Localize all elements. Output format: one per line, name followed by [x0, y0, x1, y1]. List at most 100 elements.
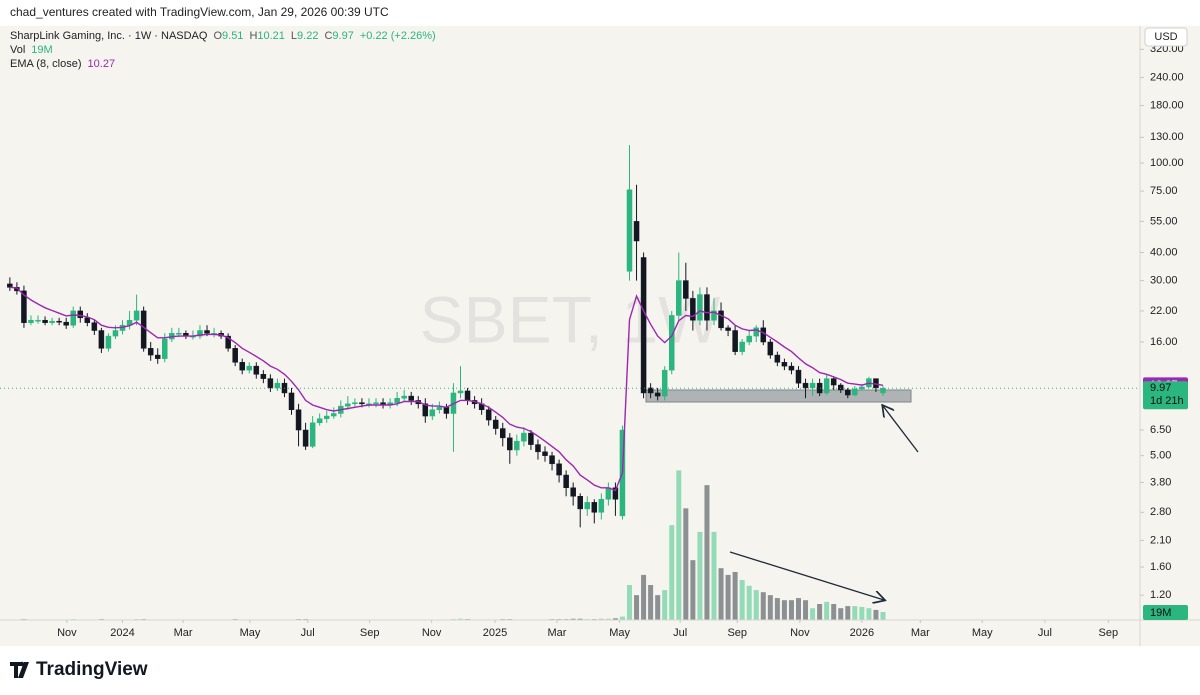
candle-body: [42, 319, 48, 323]
candle-body: [788, 365, 795, 371]
candle-body: [98, 330, 105, 349]
candle-body: [774, 354, 781, 363]
volume-bar: [718, 568, 724, 620]
volume-bar: [746, 585, 752, 620]
y-tick-label: 180.00: [1150, 99, 1184, 111]
candle-body: [323, 415, 330, 419]
legend-line: EMA (8, close) 10.27: [10, 58, 115, 70]
volume-bar: [852, 606, 858, 620]
support-zone: [645, 389, 912, 403]
candle-body: [528, 432, 534, 445]
x-tick-label: Jul: [1038, 627, 1052, 639]
annotation-arrow: [883, 406, 919, 453]
volume-bar: [648, 585, 654, 620]
candle-body: [492, 419, 499, 429]
candle-body: [70, 310, 76, 326]
x-tick-label: Nov: [790, 627, 810, 639]
candle-body: [591, 502, 598, 513]
volume-bar: [774, 598, 780, 620]
ohlc-letter: C: [324, 30, 332, 42]
candle-body: [521, 432, 527, 442]
currency[interactable]: USD: [1154, 31, 1177, 43]
volume-value: 19M: [31, 44, 52, 56]
logo-text: TradingView: [36, 659, 148, 680]
symbol: SharpLink Gaming, Inc. · 1W · NASDAQ: [10, 30, 208, 42]
volume-bar: [795, 598, 801, 620]
candle-body: [830, 378, 837, 386]
x-tick-label: May: [240, 627, 261, 639]
logo-dot: [19, 661, 25, 667]
candle-body: [626, 189, 633, 272]
volume-bar: [612, 618, 618, 620]
candle-body: [288, 392, 295, 410]
ohlc-value: 10.21: [257, 30, 285, 42]
y-tick-label: 2.10: [1150, 534, 1171, 546]
candle-body: [204, 330, 210, 334]
volume-bar: [641, 574, 647, 620]
volume-bar: [704, 485, 710, 620]
candle-body: [598, 499, 605, 513]
volume-bar: [880, 611, 886, 620]
ohlc-value: 9.22: [297, 30, 318, 42]
y-tick-label: 55.00: [1150, 215, 1178, 227]
candle-body: [542, 451, 548, 456]
ohlc-value: 9.97: [332, 30, 353, 42]
candle-body: [823, 378, 830, 394]
candle-body: [697, 294, 703, 321]
volume-bar: [577, 618, 583, 620]
candle-body: [77, 310, 84, 319]
y-tick-label: 1.20: [1150, 589, 1171, 601]
candle-body: [105, 335, 112, 349]
volume-bar: [662, 590, 668, 620]
candle-body: [563, 474, 569, 489]
candle-body: [633, 221, 640, 242]
candle-body: [309, 422, 316, 447]
volume-bar: [781, 600, 787, 620]
watermark: SBET, 1W: [420, 282, 721, 356]
candle-body: [718, 310, 724, 329]
legend-line: SharpLink Gaming, Inc. · 1W · NASDAQ O9.5…: [10, 30, 436, 42]
candle-body: [767, 341, 774, 356]
volume-bar: [810, 608, 816, 620]
candle-body: [154, 354, 161, 359]
x-tick-label: Sep: [727, 627, 747, 639]
candle-body: [676, 280, 682, 316]
candle-body: [162, 338, 168, 359]
candle-body: [394, 397, 400, 403]
candle-body: [457, 390, 464, 394]
candle-body: [605, 487, 612, 500]
candle-body: [267, 378, 274, 389]
x-tick-label: May: [972, 627, 993, 639]
footer-logo: TradingView: [10, 659, 148, 680]
x-tick-label: Mar: [174, 627, 193, 639]
candle-body: [225, 335, 231, 349]
candle-body: [837, 384, 844, 391]
ema-line: [9, 286, 884, 492]
candle-body: [176, 333, 182, 335]
volume-bar: [824, 601, 830, 620]
y-tick-label: 30.00: [1150, 275, 1178, 287]
currency-box[interactable]: [1144, 27, 1188, 47]
candle-body: [690, 298, 696, 321]
candle-body: [570, 487, 576, 497]
x-tick-label: 2024: [110, 627, 134, 639]
x-tick-label: Sep: [360, 627, 380, 639]
candle-body: [711, 310, 717, 321]
volume-bar: [570, 618, 576, 620]
volume-bar: [831, 603, 837, 620]
volume-box: [1143, 604, 1188, 620]
candle-body: [21, 290, 27, 323]
ohlc-letter: O: [213, 30, 222, 42]
y-tick-label: 3.80: [1150, 476, 1171, 488]
volume-bar: [753, 590, 759, 620]
candle-body: [514, 440, 520, 451]
candle-body: [345, 403, 351, 407]
volume-bar: [626, 585, 632, 620]
volume-bar: [767, 595, 773, 620]
candle-body: [485, 409, 492, 421]
change: +0.22 (+2.26%): [360, 30, 436, 42]
volume-name: Vol: [10, 44, 25, 56]
candle-body: [725, 327, 731, 331]
candle-body: [781, 362, 788, 367]
x-tick-label: Sep: [1099, 627, 1119, 639]
